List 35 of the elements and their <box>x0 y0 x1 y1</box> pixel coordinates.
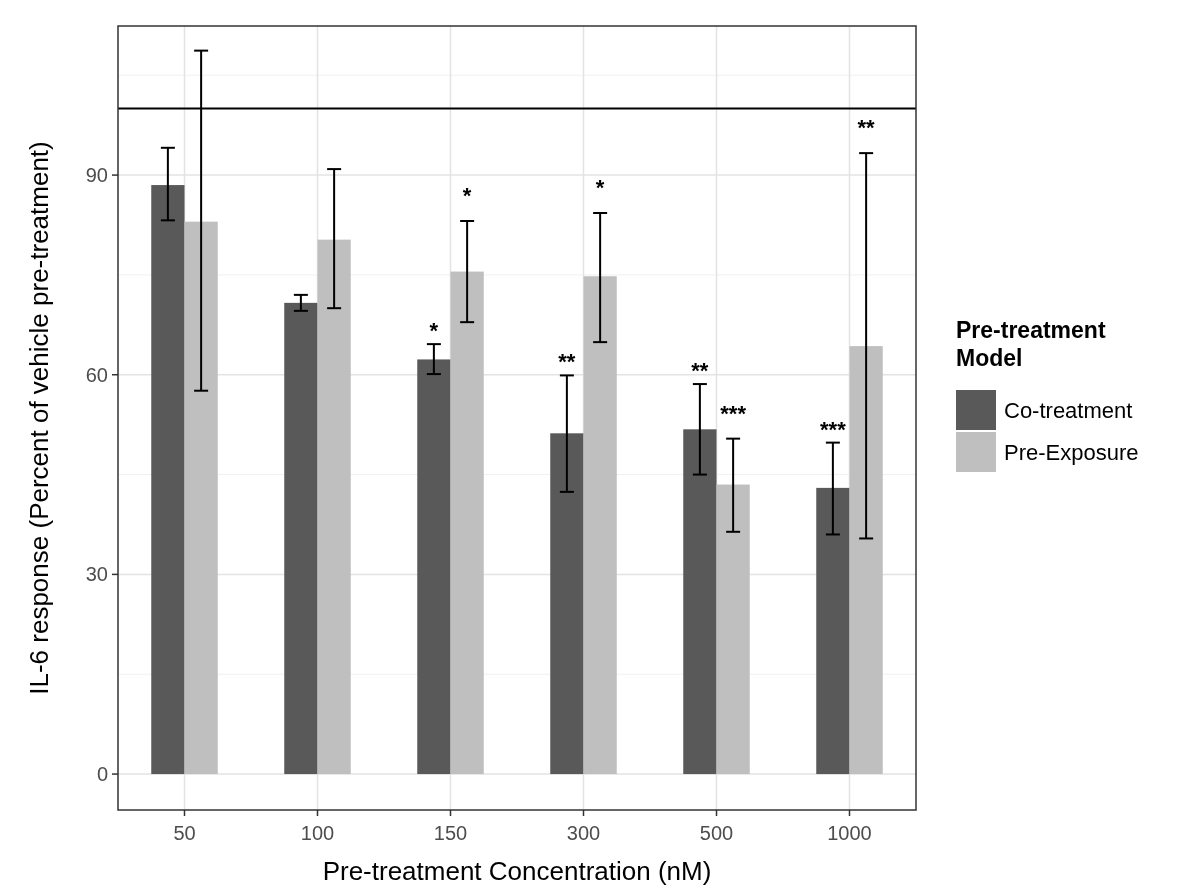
bar <box>317 239 351 775</box>
annotation: *** <box>820 416 847 442</box>
bar <box>683 429 717 775</box>
bar <box>816 487 850 775</box>
bar <box>151 185 185 775</box>
x-tick-label: 100 <box>300 822 335 844</box>
annotation: ** <box>691 358 709 384</box>
bar <box>716 484 750 775</box>
x-tick-label: 150 <box>433 822 468 844</box>
x-tick-label: 300 <box>566 822 601 844</box>
annotation: * <box>429 318 439 344</box>
annotation: ** <box>558 349 576 375</box>
y-tick-label: 60 <box>85 363 108 386</box>
bar <box>550 433 584 775</box>
bar <box>450 271 484 775</box>
bar <box>849 346 883 775</box>
y-tick-label: 90 <box>85 164 108 187</box>
bar <box>417 359 451 775</box>
legend-title: Pre-treatment Model <box>956 317 1106 371</box>
x-tick-label: 500 <box>699 822 734 844</box>
legend-label: Pre-Exposure <box>1004 439 1139 465</box>
bar <box>583 276 617 775</box>
bar <box>184 221 218 775</box>
x-axis-title: Pre-treatment Concentration (nM) <box>322 856 712 886</box>
bar <box>284 302 318 775</box>
x-tick-label: 50 <box>173 822 196 844</box>
legend-label: Co-treatment <box>1004 397 1133 423</box>
annotation: * <box>462 183 472 208</box>
y-tick-label: 30 <box>85 563 108 586</box>
y-tick-label: 0 <box>96 763 108 786</box>
annotation: *** <box>720 400 747 426</box>
annotation: * <box>595 175 605 201</box>
x-tick-label: 1000 <box>827 822 872 844</box>
annotation: ** <box>857 115 876 141</box>
y-axis-title: IL-6 response (Percent of vehicle pre-treatment) <box>24 141 54 695</box>
